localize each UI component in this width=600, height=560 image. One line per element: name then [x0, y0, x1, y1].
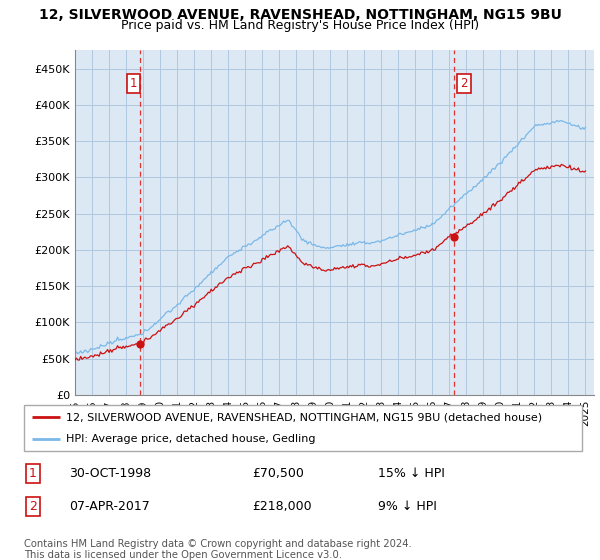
Text: 07-APR-2017: 07-APR-2017 — [69, 500, 150, 514]
Text: 2: 2 — [460, 77, 468, 90]
Text: Price paid vs. HM Land Registry's House Price Index (HPI): Price paid vs. HM Land Registry's House … — [121, 19, 479, 32]
Text: 15% ↓ HPI: 15% ↓ HPI — [378, 466, 445, 480]
Text: HPI: Average price, detached house, Gedling: HPI: Average price, detached house, Gedl… — [66, 435, 316, 444]
Text: 2: 2 — [29, 500, 37, 514]
Text: 12, SILVERWOOD AVENUE, RAVENSHEAD, NOTTINGHAM, NG15 9BU (detached house): 12, SILVERWOOD AVENUE, RAVENSHEAD, NOTTI… — [66, 412, 542, 422]
Text: £218,000: £218,000 — [252, 500, 311, 514]
Text: 9% ↓ HPI: 9% ↓ HPI — [378, 500, 437, 514]
FancyBboxPatch shape — [24, 405, 582, 451]
Text: 12, SILVERWOOD AVENUE, RAVENSHEAD, NOTTINGHAM, NG15 9BU: 12, SILVERWOOD AVENUE, RAVENSHEAD, NOTTI… — [38, 8, 562, 22]
Text: 1: 1 — [29, 466, 37, 480]
Text: £70,500: £70,500 — [252, 466, 304, 480]
Text: 1: 1 — [130, 77, 137, 90]
Text: 30-OCT-1998: 30-OCT-1998 — [69, 466, 151, 480]
Text: Contains HM Land Registry data © Crown copyright and database right 2024.
This d: Contains HM Land Registry data © Crown c… — [24, 539, 412, 560]
